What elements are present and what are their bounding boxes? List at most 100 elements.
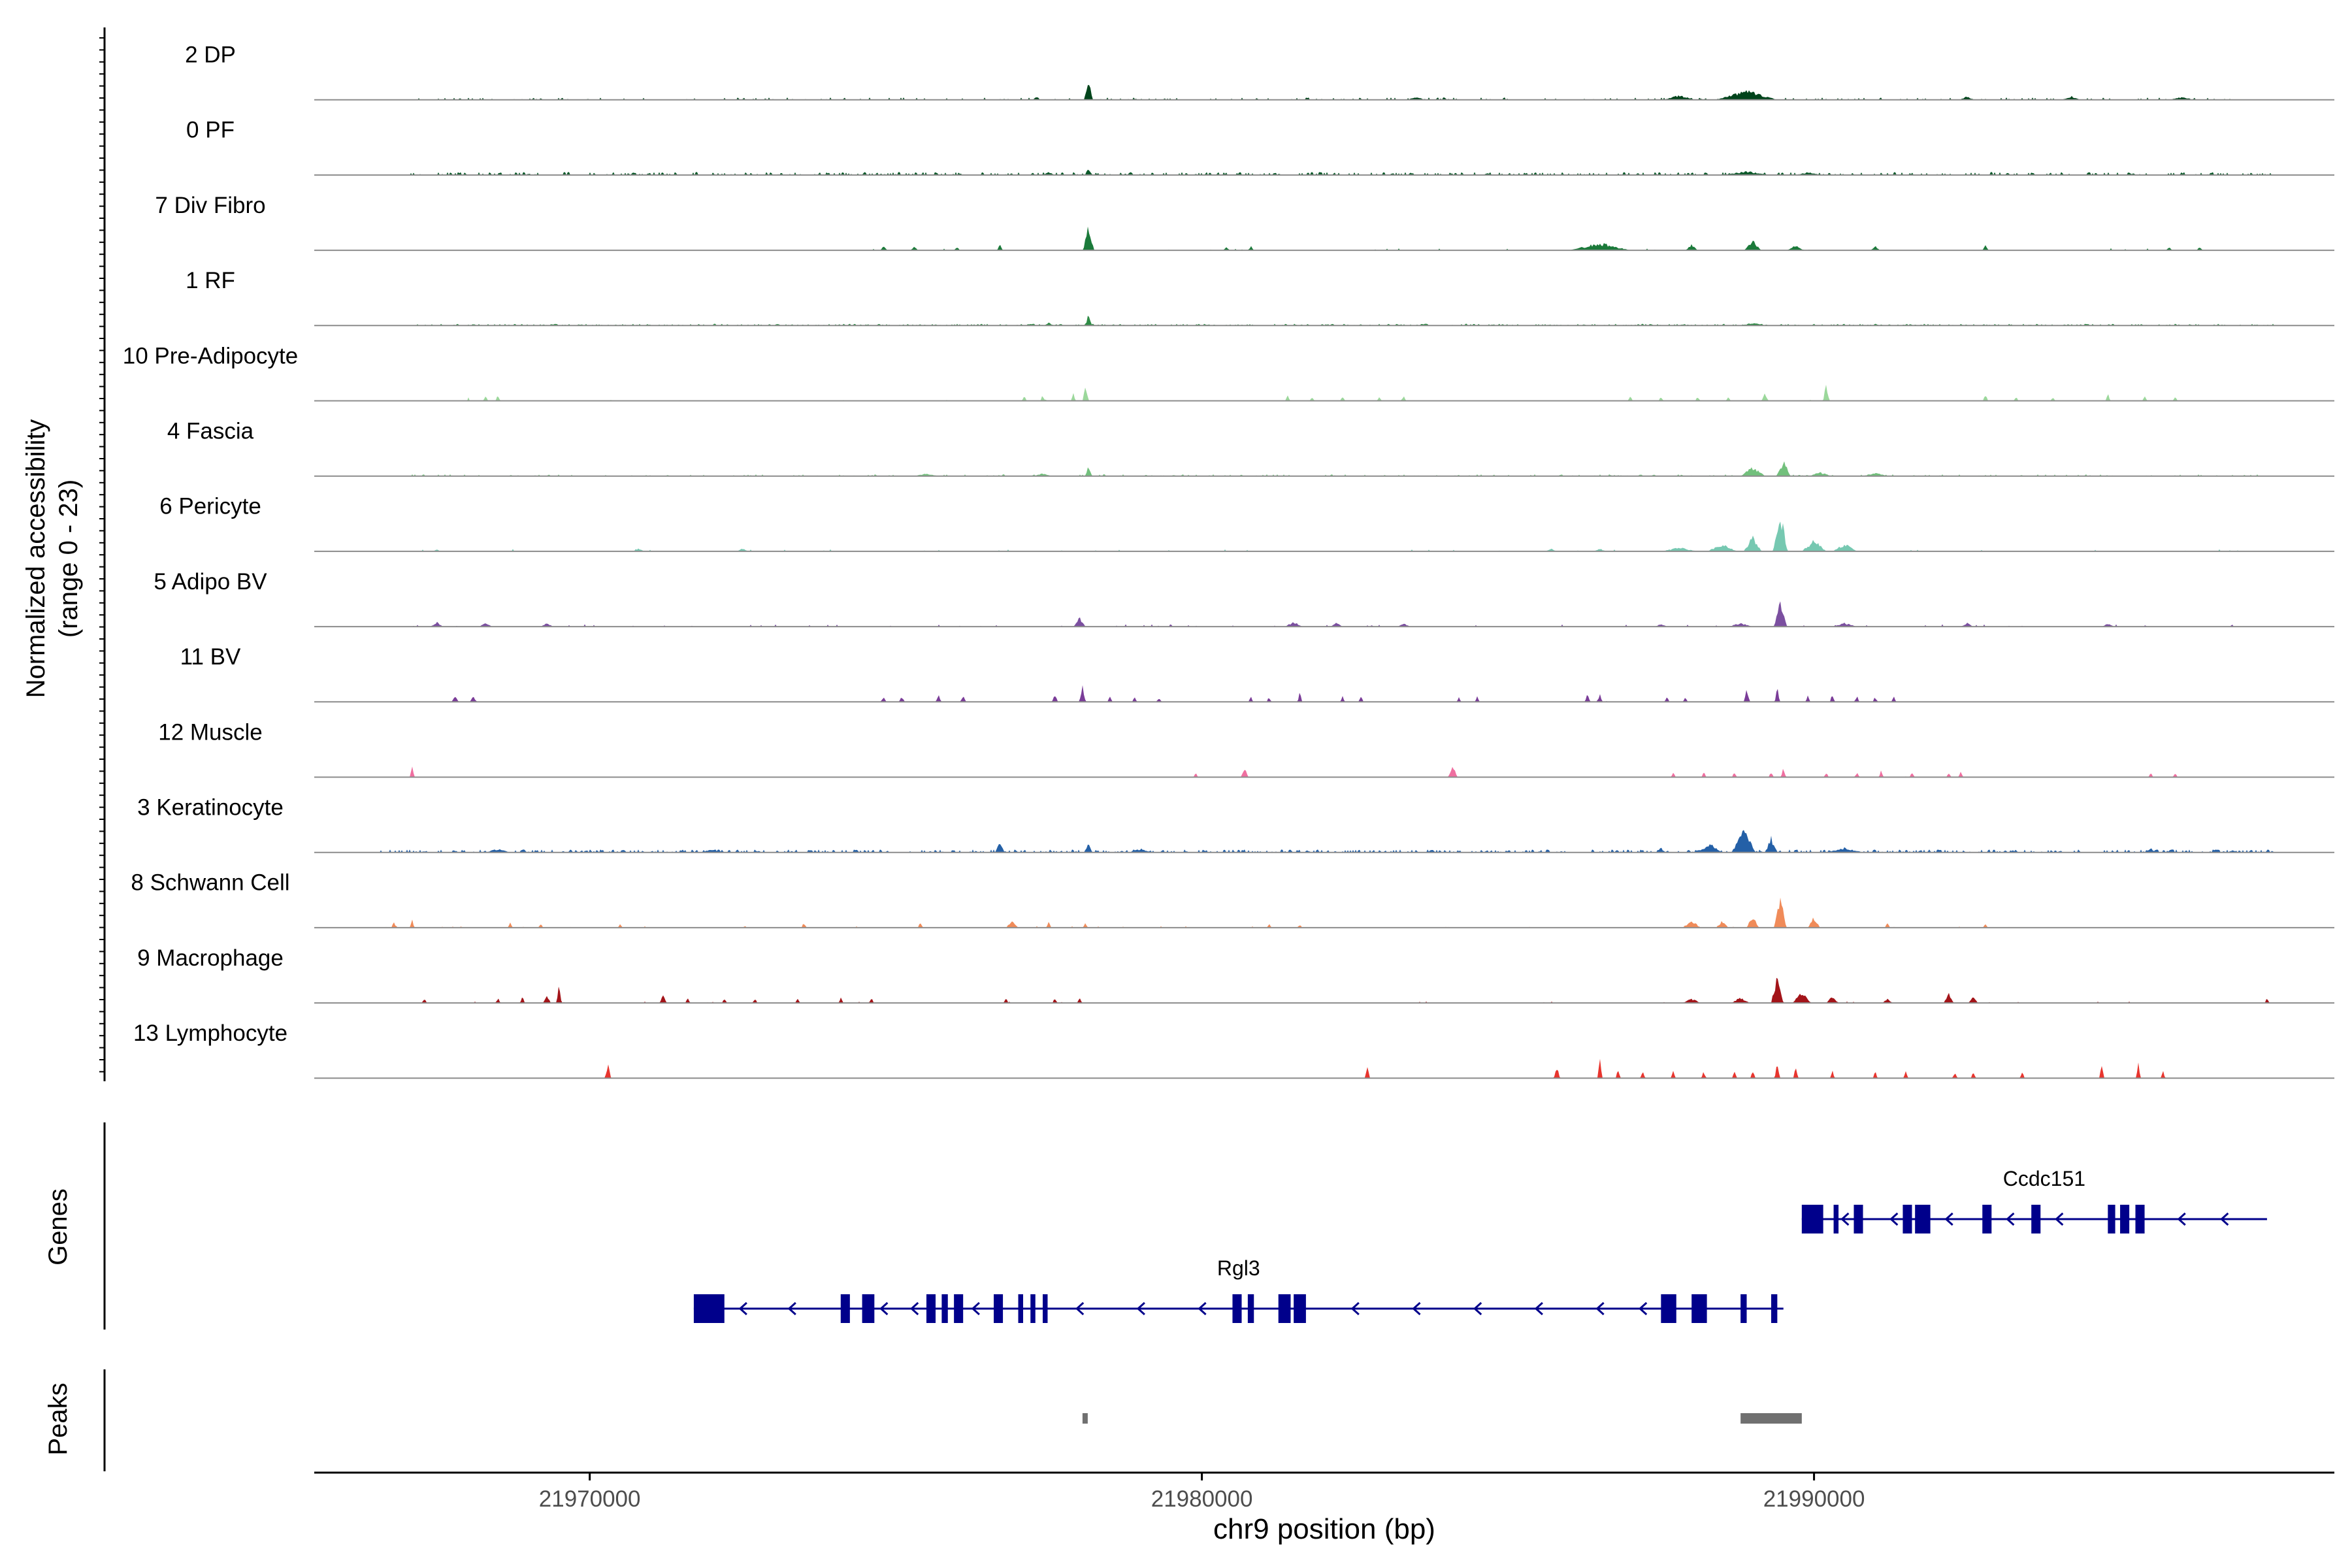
gene-exon <box>994 1294 1004 1323</box>
track-1: 0 PF <box>186 118 2334 176</box>
gene-strand-arrow <box>971 1301 980 1316</box>
peak-region <box>1740 1413 1802 1424</box>
track-label: 10 Pre-Adipocyte <box>123 343 298 368</box>
track-10: 3 Keratinocyte <box>137 795 2334 853</box>
gene-strand-arrow <box>2220 1212 2229 1226</box>
gene-strand-arrow <box>879 1301 889 1316</box>
gene-strand-arrow <box>1889 1212 1899 1226</box>
gene-exon <box>1833 1205 1839 1233</box>
x-tick-label: 21980000 <box>1151 1486 1253 1512</box>
gene-exon <box>1915 1205 1931 1233</box>
track-label: 13 Lymphocyte <box>133 1021 287 1046</box>
gene-exon <box>1740 1294 1747 1323</box>
track-signal <box>314 601 2334 627</box>
coverage-y-axis <box>99 27 106 1081</box>
track-label: 0 PF <box>186 118 235 143</box>
gene-exon <box>1661 1294 1676 1323</box>
gene-strand-arrow <box>1075 1301 1085 1316</box>
gene-exon <box>1278 1294 1291 1323</box>
gene-strand-arrow <box>1136 1301 1145 1316</box>
track-signal <box>314 766 2334 777</box>
gene-exon <box>941 1294 948 1323</box>
track-signal <box>314 1058 2334 1079</box>
peak-region <box>1082 1413 1088 1424</box>
gene-exon <box>1903 1205 1912 1233</box>
gene-exon <box>1771 1294 1778 1323</box>
gene-exon <box>2120 1205 2130 1233</box>
gene-exon <box>1854 1205 1863 1233</box>
track-signal <box>314 316 2334 326</box>
x-axis: chr9 position (bp) 21970000 21980000 21990… <box>314 1471 2334 1545</box>
track-label: 5 Adipo BV <box>154 569 267 595</box>
gene-exon <box>1030 1294 1036 1323</box>
track-signal <box>314 226 2334 251</box>
gene-strand-arrow <box>787 1301 796 1316</box>
gene-strand-arrow <box>1840 1212 1850 1226</box>
track-signal <box>314 977 2334 1004</box>
y-axis-label: Normalized accessibility (range 0 - 23) <box>22 419 83 698</box>
gene-strand-arrow <box>1412 1301 1421 1316</box>
gene-name: Ccdc151 <box>2003 1167 2085 1190</box>
track-signal <box>314 461 2334 476</box>
track-label: 6 Pericyte <box>159 494 261 519</box>
track-4: 10 Pre-Adipocyte <box>123 343 2334 402</box>
gene-rgl3: Rgl3 <box>693 1256 1784 1323</box>
x-axis-title: chr9 position (bp) <box>1213 1513 1435 1545</box>
track-8: 11 BV <box>180 644 2334 703</box>
gene-name: Rgl3 <box>1217 1256 1260 1280</box>
track-label: 1 RF <box>186 268 235 293</box>
gene-exon <box>954 1294 964 1323</box>
gene-strand-arrow <box>1198 1301 1207 1316</box>
gene-exon <box>840 1294 850 1323</box>
gene-exon <box>2108 1205 2115 1233</box>
track-13: 13 Lymphocyte <box>133 1021 2334 1079</box>
peaks-panel: Peaks <box>44 1369 1802 1471</box>
gene-models: Ccdc151 Rgl3 <box>693 1167 2267 1323</box>
track-signal <box>314 521 2334 551</box>
peak-regions <box>1082 1413 1802 1424</box>
gene-exon <box>1982 1205 1992 1233</box>
track-signal <box>314 85 2334 100</box>
track-signal <box>314 830 2334 853</box>
track-signal <box>314 169 2334 175</box>
track-label: 7 Div Fibro <box>155 193 265 218</box>
gene-exon <box>1018 1294 1024 1323</box>
track-2: 7 Div Fibro <box>155 193 2334 252</box>
gene-exon <box>1232 1294 1242 1323</box>
gene-ccdc151: Ccdc151 <box>1801 1167 2267 1233</box>
track-3: 1 RF <box>186 268 2334 327</box>
track-6: 6 Pericyte <box>159 494 2334 552</box>
gene-exon <box>2031 1205 2041 1233</box>
track-7: 5 Adipo BV <box>154 569 2334 628</box>
y-axis-label-line1: Normalized accessibility <box>22 419 50 698</box>
gene-exon <box>862 1294 875 1323</box>
gene-exon <box>693 1294 725 1323</box>
track-signal <box>314 897 2334 928</box>
gene-strand-arrow <box>1350 1301 1360 1316</box>
gene-strand-arrow <box>1944 1212 1953 1226</box>
track-label: 3 Keratinocyte <box>137 795 284 821</box>
gene-exon <box>1691 1294 1707 1323</box>
track-label: 2 DP <box>185 42 236 68</box>
gene-exon <box>926 1294 936 1323</box>
gene-exon <box>2135 1205 2145 1233</box>
gene-strand-arrow <box>738 1301 747 1316</box>
genes-panel-label: Genes <box>44 1188 73 1266</box>
x-tick-label: 21970000 <box>539 1486 641 1512</box>
gene-strand-arrow <box>1638 1301 1648 1316</box>
track-label: 9 Macrophage <box>137 945 284 971</box>
track-11: 8 Schwann Cell <box>131 870 2334 928</box>
gene-strand-arrow <box>1595 1301 1605 1316</box>
track-label: 12 Muscle <box>158 719 263 745</box>
gene-exon <box>1294 1294 1306 1323</box>
gene-exon <box>1042 1294 1048 1323</box>
x-tick-label: 21990000 <box>1763 1486 1865 1512</box>
y-axis-label-line2: (range 0 - 23) <box>54 480 83 638</box>
gene-exon <box>1801 1205 1823 1233</box>
track-12: 9 Macrophage <box>137 945 2334 1004</box>
track-0: 2 DP <box>185 42 2334 101</box>
track-signal <box>314 685 2334 702</box>
gene-strand-arrow <box>2177 1212 2186 1226</box>
track-5: 4 Fascia <box>167 419 2334 477</box>
